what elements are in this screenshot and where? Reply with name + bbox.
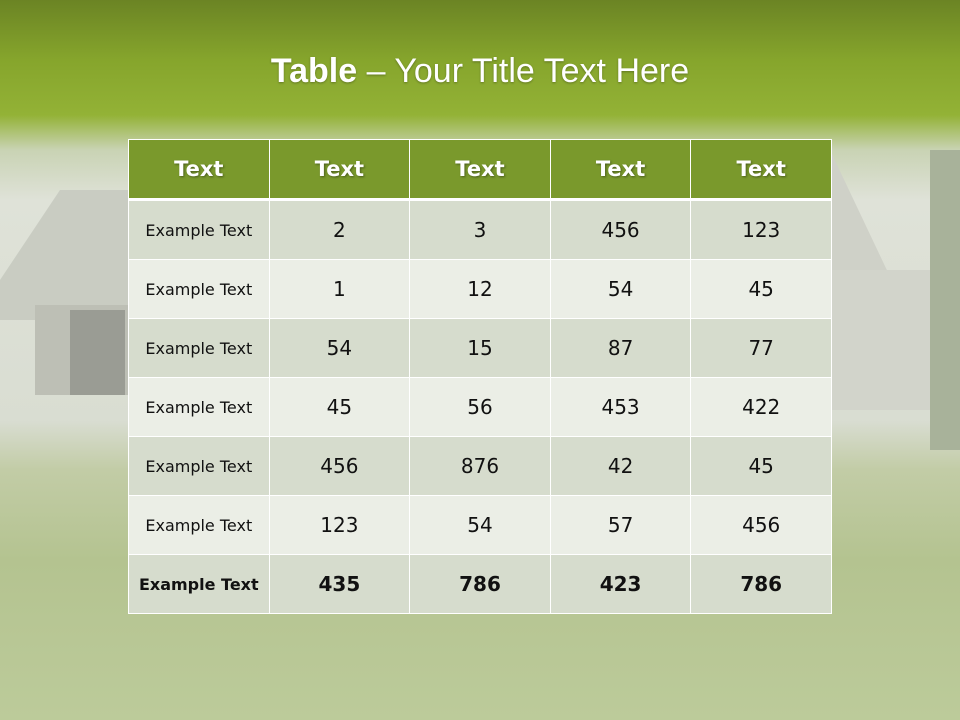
header-cell: Text xyxy=(690,139,832,201)
table-cell: 422 xyxy=(690,377,832,437)
table-cell: 2 xyxy=(268,199,411,260)
table-row: Example Text 456 876 42 45 xyxy=(128,436,832,496)
table-cell: 3 xyxy=(409,199,551,260)
table-cell: 435 xyxy=(268,554,411,614)
table-cell: 786 xyxy=(690,554,832,614)
table-cell: 456 xyxy=(690,495,832,555)
table-cell: 1 xyxy=(268,259,411,319)
title-bold: Table xyxy=(270,52,358,90)
table-cell: 42 xyxy=(549,436,692,496)
table-cell: 45 xyxy=(690,436,832,496)
row-label: Example Text xyxy=(128,199,270,260)
row-label: Example Text xyxy=(128,318,270,378)
row-label: Example Text xyxy=(128,436,270,496)
title-rest: – Your Title Text Here xyxy=(357,52,690,90)
header-cell: Text xyxy=(409,139,551,201)
table-cell: 786 xyxy=(409,554,551,614)
data-table: Text Text Text Text Text Example Text 2 3 4… xyxy=(128,139,832,614)
header-row: Text Text Text Text Text xyxy=(128,139,832,201)
background-house-photo xyxy=(0,150,960,450)
header-cell: Text xyxy=(268,139,411,201)
table-cell: 456 xyxy=(268,436,411,496)
table-cell: 123 xyxy=(690,199,832,260)
table-cell: 15 xyxy=(409,318,551,378)
table-row: Example Text 123 54 57 456 xyxy=(128,495,832,555)
table-cell: 456 xyxy=(549,199,692,260)
table-cell: 56 xyxy=(409,377,551,437)
table-cell: 54 xyxy=(268,318,411,378)
table-cell: 876 xyxy=(409,436,551,496)
row-label: Example Text xyxy=(128,495,270,555)
header-cell: Text xyxy=(549,139,692,201)
table-cell: 45 xyxy=(690,259,832,319)
table-cell: 12 xyxy=(409,259,551,319)
table-cell: 423 xyxy=(549,554,692,614)
table-cell: 453 xyxy=(549,377,692,437)
total-row: Example Text 435 786 423 786 xyxy=(128,554,832,614)
table-cell: 45 xyxy=(268,377,411,437)
table-cell: 54 xyxy=(409,495,551,555)
table-cell: 87 xyxy=(549,318,692,378)
table-cell: 54 xyxy=(549,259,692,319)
row-label: Example Text xyxy=(128,554,270,614)
table-row: Example Text 45 56 453 422 xyxy=(128,377,832,437)
table-row: Example Text 1 12 54 45 xyxy=(128,259,832,319)
slide-title: Table – Your Title Text Here xyxy=(0,52,960,91)
table-cell: 123 xyxy=(268,495,411,555)
header-cell: Text xyxy=(128,139,270,201)
table-cell: 77 xyxy=(690,318,832,378)
row-label: Example Text xyxy=(128,377,270,437)
table-cell: 57 xyxy=(549,495,692,555)
table-row: Example Text 2 3 456 123 xyxy=(128,199,832,260)
table-row: Example Text 54 15 87 77 xyxy=(128,318,832,378)
row-label: Example Text xyxy=(128,259,270,319)
